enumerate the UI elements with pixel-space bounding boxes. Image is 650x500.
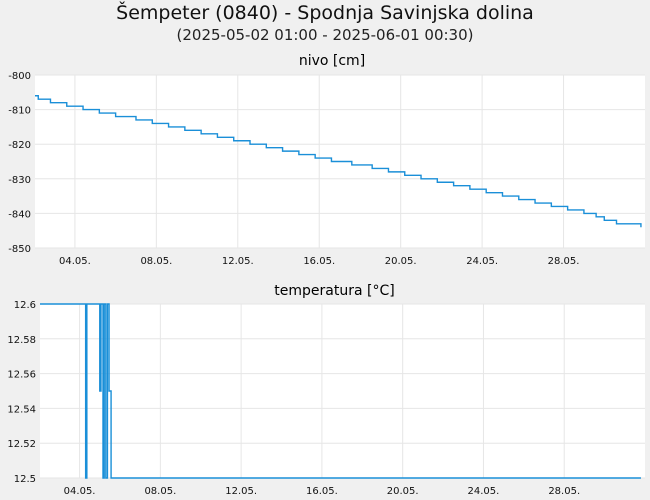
x-tick-label: 08.05. xyxy=(140,256,172,267)
x-tick-label: 16.05. xyxy=(303,256,335,267)
y-tick-label: 12.58 xyxy=(7,335,36,346)
series-line-1 xyxy=(40,303,641,479)
x-tick-label: 08.05. xyxy=(144,486,176,497)
x-tick-label: 04.05. xyxy=(64,486,96,497)
y-tick-label: 12.5 xyxy=(14,474,36,485)
panel-title-1: temperatura [°C] xyxy=(274,283,394,299)
x-tick-label: 20.05. xyxy=(385,256,417,267)
y-tick-label: 12.6 xyxy=(14,300,36,311)
y-tick-label: 12.52 xyxy=(7,439,36,450)
y-tick-label: -810 xyxy=(8,106,31,117)
y-tick-label: -820 xyxy=(8,140,31,151)
chart-subtitle: (2025-05-02 01:00 - 2025-06-01 00:30) xyxy=(176,26,474,44)
y-tick-label: -840 xyxy=(8,209,31,220)
x-tick-label: 12.05. xyxy=(222,256,254,267)
x-tick-label: 20.05. xyxy=(387,486,419,497)
y-tick-label: 12.56 xyxy=(7,370,36,381)
x-tick-label: 28.05. xyxy=(548,256,580,267)
x-tick-label: 12.05. xyxy=(225,486,257,497)
y-tick-label: 12.54 xyxy=(7,404,36,415)
plot-area-1 xyxy=(40,304,645,478)
chart-title: Šempeter (0840) - Spodnja Savinjska doli… xyxy=(116,2,534,24)
y-tick-label: -850 xyxy=(8,244,31,255)
x-tick-label: 16.05. xyxy=(306,486,338,497)
x-tick-label: 28.05. xyxy=(548,486,580,497)
x-tick-label: 04.05. xyxy=(59,256,91,267)
y-tick-label: -830 xyxy=(8,175,31,186)
x-tick-label: 24.05. xyxy=(468,486,500,497)
panel-title-0: nivo [cm] xyxy=(299,53,365,69)
y-tick-label: -800 xyxy=(8,71,31,82)
x-tick-label: 24.05. xyxy=(466,256,498,267)
series-line-0 xyxy=(35,95,642,228)
